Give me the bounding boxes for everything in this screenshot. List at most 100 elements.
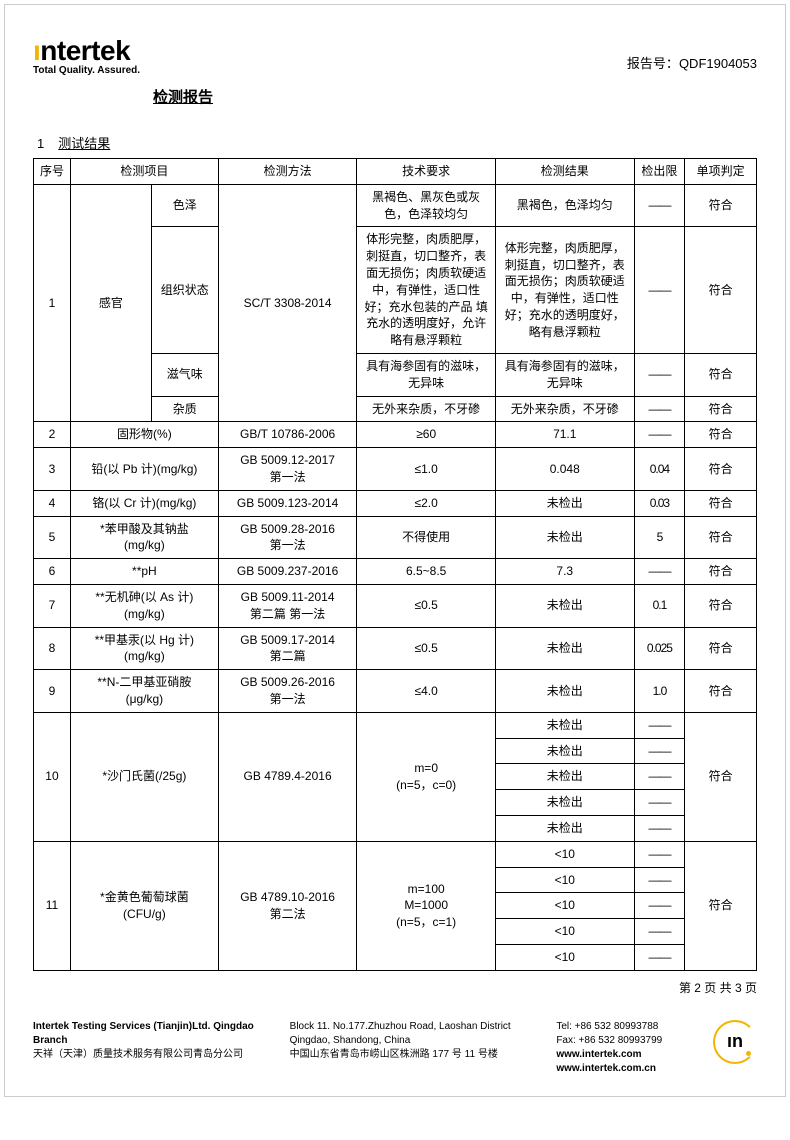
footer-company: Intertek Testing Services (Tianjin)Ltd. … xyxy=(33,1020,283,1062)
cell-result: 未检出 xyxy=(495,584,634,627)
col-result: 检测结果 xyxy=(495,159,634,185)
cell-requirement: m=100M=1000(n=5，c=1) xyxy=(357,841,496,970)
table-header: 序号 检测项目 检测方法 技术要求 检测结果 检出限 单项判定 xyxy=(34,159,757,185)
footer-url1: www.intertek.com xyxy=(556,1049,641,1060)
cell-judgement: 符合 xyxy=(685,448,757,491)
cell-item: 固形物(%) xyxy=(70,422,218,448)
cell-judgement: 符合 xyxy=(685,353,757,396)
cell-seq: 5 xyxy=(34,516,71,559)
table-row: 9**N-二甲基亚硝胺(μg/kg)GB 5009.26-2016第一法≤4.0… xyxy=(34,670,757,713)
section-name: 测试结果 xyxy=(58,136,110,151)
cell-limit: —— xyxy=(634,944,685,970)
cell-limit: —— xyxy=(634,422,685,448)
table-row: 2固形物(%)GB/T 10786-2006≥6071.1——符合 xyxy=(34,422,757,448)
cell-limit: 1.0 xyxy=(634,670,685,713)
cell-judgement: 符合 xyxy=(685,712,757,841)
table-row: 11*金黄色葡萄球菌(CFU/g)GB 4789.10-2016第二法m=100… xyxy=(34,841,757,867)
cell-requirement: ≤0.5 xyxy=(357,584,496,627)
cell-judgement: 符合 xyxy=(685,184,757,227)
cell-limit: —— xyxy=(634,396,685,422)
cell-requirement: m=0(n=5，c=0) xyxy=(357,712,496,841)
cell-result: <10 xyxy=(495,919,634,945)
cell-requirement: ≤0.5 xyxy=(357,627,496,670)
report-no-value: QDF1904053 xyxy=(679,56,757,71)
report-no-label: 报告号： xyxy=(627,56,679,71)
brand-logo: ıntertek xyxy=(33,35,140,67)
report-page: ıntertek Total Quality. Assured. 报告号：QDF… xyxy=(4,4,786,1097)
footer-url2: www.intertek.com.cn xyxy=(556,1063,656,1074)
cell-item: **pH xyxy=(70,559,218,585)
cell-limit: 0.04 xyxy=(634,448,685,491)
cell-result: <10 xyxy=(495,841,634,867)
cell-method: GB 4789.10-2016第二法 xyxy=(218,841,357,970)
cell-requirement: ≤2.0 xyxy=(357,490,496,516)
section-number: 1 xyxy=(37,136,44,151)
cell-seq: 6 xyxy=(34,559,71,585)
addr-cn: 中国山东省青岛市崂山区株洲路 177 号 11 号楼 xyxy=(290,1049,498,1060)
cell-result: 未检出 xyxy=(495,670,634,713)
cell-result: 0.048 xyxy=(495,448,634,491)
cell-result: 黑褐色，色泽均匀 xyxy=(495,184,634,227)
cell-judgement: 符合 xyxy=(685,422,757,448)
col-requirement: 技术要求 xyxy=(357,159,496,185)
cell-limit: 0.025 xyxy=(634,627,685,670)
footer-tel: Tel: +86 532 80993788 xyxy=(556,1021,658,1032)
table-row: 3铅(以 Pb 计)(mg/kg)GB 5009.12-2017第一法≤1.00… xyxy=(34,448,757,491)
cell-requirement: 不得使用 xyxy=(357,516,496,559)
cell-limit: —— xyxy=(634,184,685,227)
cell-subitem: 色泽 xyxy=(151,184,218,227)
cell-item: 铅(以 Pb 计)(mg/kg) xyxy=(70,448,218,491)
cell-seq: 10 xyxy=(34,712,71,841)
cell-requirement: ≤4.0 xyxy=(357,670,496,713)
cell-limit: 5 xyxy=(634,516,685,559)
cell-limit: —— xyxy=(634,841,685,867)
cell-requirement: 具有海参固有的滋味，无异味 xyxy=(357,353,496,396)
cell-requirement: ≥60 xyxy=(357,422,496,448)
cell-result: <10 xyxy=(495,944,634,970)
cell-judgement: 符合 xyxy=(685,841,757,970)
col-method: 检测方法 xyxy=(218,159,357,185)
addr-en: Block 11. No.177.Zhuzhou Road, Laoshan D… xyxy=(290,1021,511,1046)
cell-limit: 0.1 xyxy=(634,584,685,627)
cell-judgement: 符合 xyxy=(685,490,757,516)
section-title: 1 测试结果 xyxy=(37,133,757,152)
cell-method: GB/T 10786-2006 xyxy=(218,422,357,448)
cell-judgement: 符合 xyxy=(685,516,757,559)
cell-result: 未检出 xyxy=(495,490,634,516)
col-seq: 序号 xyxy=(34,159,71,185)
cell-method: GB 5009.26-2016第一法 xyxy=(218,670,357,713)
cell-requirement: 体形完整，肉质肥厚，刺挺直，切口整齐，表面无损伤；肉质软硬适中，有弹性，适口性好… xyxy=(357,227,496,354)
header: ıntertek Total Quality. Assured. 报告号：QDF… xyxy=(33,35,757,76)
table-row: 10*沙门氏菌(/25g)GB 4789.4-2016m=0(n=5，c=0)未… xyxy=(34,712,757,738)
footer: Intertek Testing Services (Tianjin)Ltd. … xyxy=(33,1020,757,1076)
col-limit: 检出限 xyxy=(634,159,685,185)
table-row: 7**无机砷(以 As 计)(mg/kg)GB 5009.11-2014第二篇 … xyxy=(34,584,757,627)
cell-seq: 1 xyxy=(34,184,71,422)
cell-method: GB 5009.17-2014第二篇 xyxy=(218,627,357,670)
brand-circle-icon: ın xyxy=(713,1020,757,1064)
cell-item: *金黄色葡萄球菌(CFU/g) xyxy=(70,841,218,970)
cell-requirement: 黑褐色、黑灰色或灰色，色泽较均匀 xyxy=(357,184,496,227)
cell-seq: 8 xyxy=(34,627,71,670)
table-row: 6**pHGB 5009.237-20166.5~8.57.3——符合 xyxy=(34,559,757,585)
cell-seq: 7 xyxy=(34,584,71,627)
cell-method: GB 5009.12-2017第一法 xyxy=(218,448,357,491)
cell-limit: —— xyxy=(634,559,685,585)
report-title: 检测报告 xyxy=(153,86,213,107)
cell-judgement: 符合 xyxy=(685,627,757,670)
pager: 第 2 页 共 3 页 xyxy=(33,979,757,996)
cell-method: SC/T 3308-2014 xyxy=(218,184,357,422)
company-cn: 天祥（天津）质量技术服务有限公司青岛分公司 xyxy=(33,1049,243,1060)
cell-subitem: 滋气味 xyxy=(151,353,218,396)
cell-seq: 2 xyxy=(34,422,71,448)
cell-result: 未检出 xyxy=(495,627,634,670)
cell-method: GB 5009.28-2016第一法 xyxy=(218,516,357,559)
cell-result: 7.3 xyxy=(495,559,634,585)
cell-limit: —— xyxy=(634,919,685,945)
cell-result: 未检出 xyxy=(495,712,634,738)
cell-seq: 4 xyxy=(34,490,71,516)
cell-method: GB 5009.11-2014第二篇 第一法 xyxy=(218,584,357,627)
table-row: 4铬(以 Cr 计)(mg/kg)GB 5009.123-2014≤2.0未检出… xyxy=(34,490,757,516)
cell-result: 具有海参固有的滋味，无异味 xyxy=(495,353,634,396)
table-body: 1感官色泽SC/T 3308-2014黑褐色、黑灰色或灰色，色泽较均匀黑褐色，色… xyxy=(34,184,757,970)
